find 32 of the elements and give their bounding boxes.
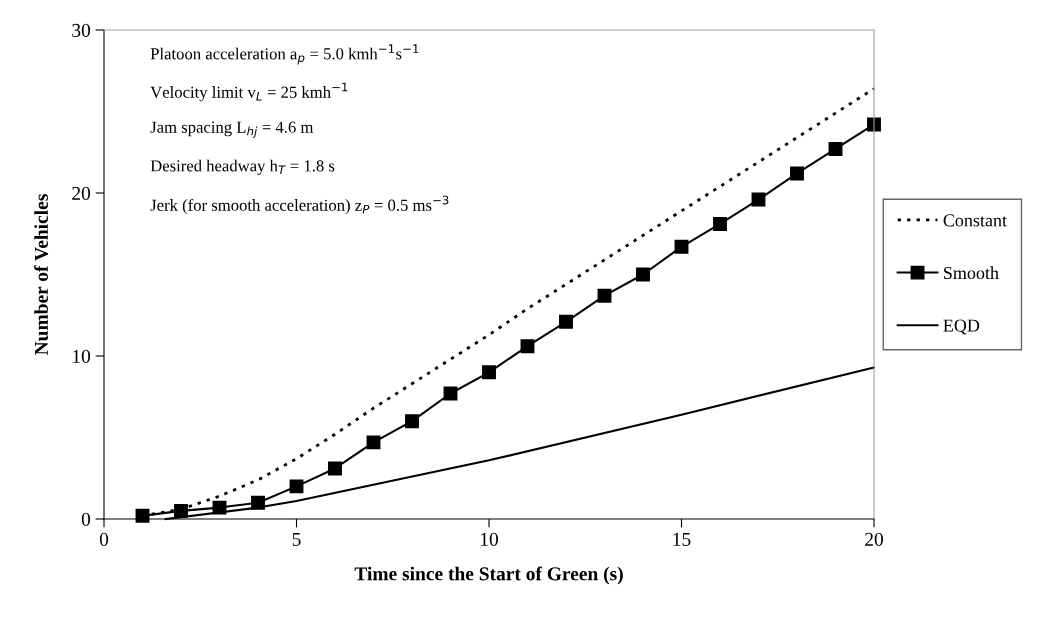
legend-label: EQD xyxy=(943,319,980,335)
x-axis-title: Time since the Start of Green (s) xyxy=(354,566,623,585)
annotation: Jam spacing L$_{hj}$ = 4.6 m xyxy=(150,121,314,138)
y-tick-label: 20 xyxy=(72,186,91,200)
y-axis-title: Number of Vehicles xyxy=(34,194,49,355)
x-tick-label: 5 xyxy=(292,532,301,546)
point xyxy=(328,461,342,476)
x-tick-label: 0 xyxy=(99,532,109,546)
legend-label: Constant xyxy=(943,214,1007,227)
y-tick-label: 10 xyxy=(73,349,91,363)
point xyxy=(289,479,304,494)
annotation: Jerk (for smooth acceleration) z$_{P}$ = 0.5 ms$^{−3}$ xyxy=(150,195,449,215)
annotation: Platoon acceleration a$_{p}$ = 5.0 kmh$^{−1}$s$^{−1}$ xyxy=(150,44,419,65)
annotation: Velocity limit v$_{L}$ = 25 kmh$^{−1}$ xyxy=(150,82,348,102)
point xyxy=(828,142,843,156)
annotation: Desired headway h$_{T}$ = 1.8 s xyxy=(150,159,335,175)
x-tick-label: 20 xyxy=(865,532,883,546)
x-tick-label: 10 xyxy=(480,532,498,546)
legend-label: Smooth xyxy=(944,266,999,280)
point xyxy=(674,239,689,254)
point xyxy=(405,414,419,429)
x-tick-label: 15 xyxy=(673,532,691,546)
y-tick-label: 0 xyxy=(81,512,91,526)
point xyxy=(636,267,650,282)
point xyxy=(559,314,573,329)
point xyxy=(366,435,381,450)
point xyxy=(790,166,804,181)
y-tick-label: 30 xyxy=(72,23,91,37)
point xyxy=(520,339,535,354)
point xyxy=(713,217,727,231)
point xyxy=(482,365,496,380)
point xyxy=(597,288,612,303)
